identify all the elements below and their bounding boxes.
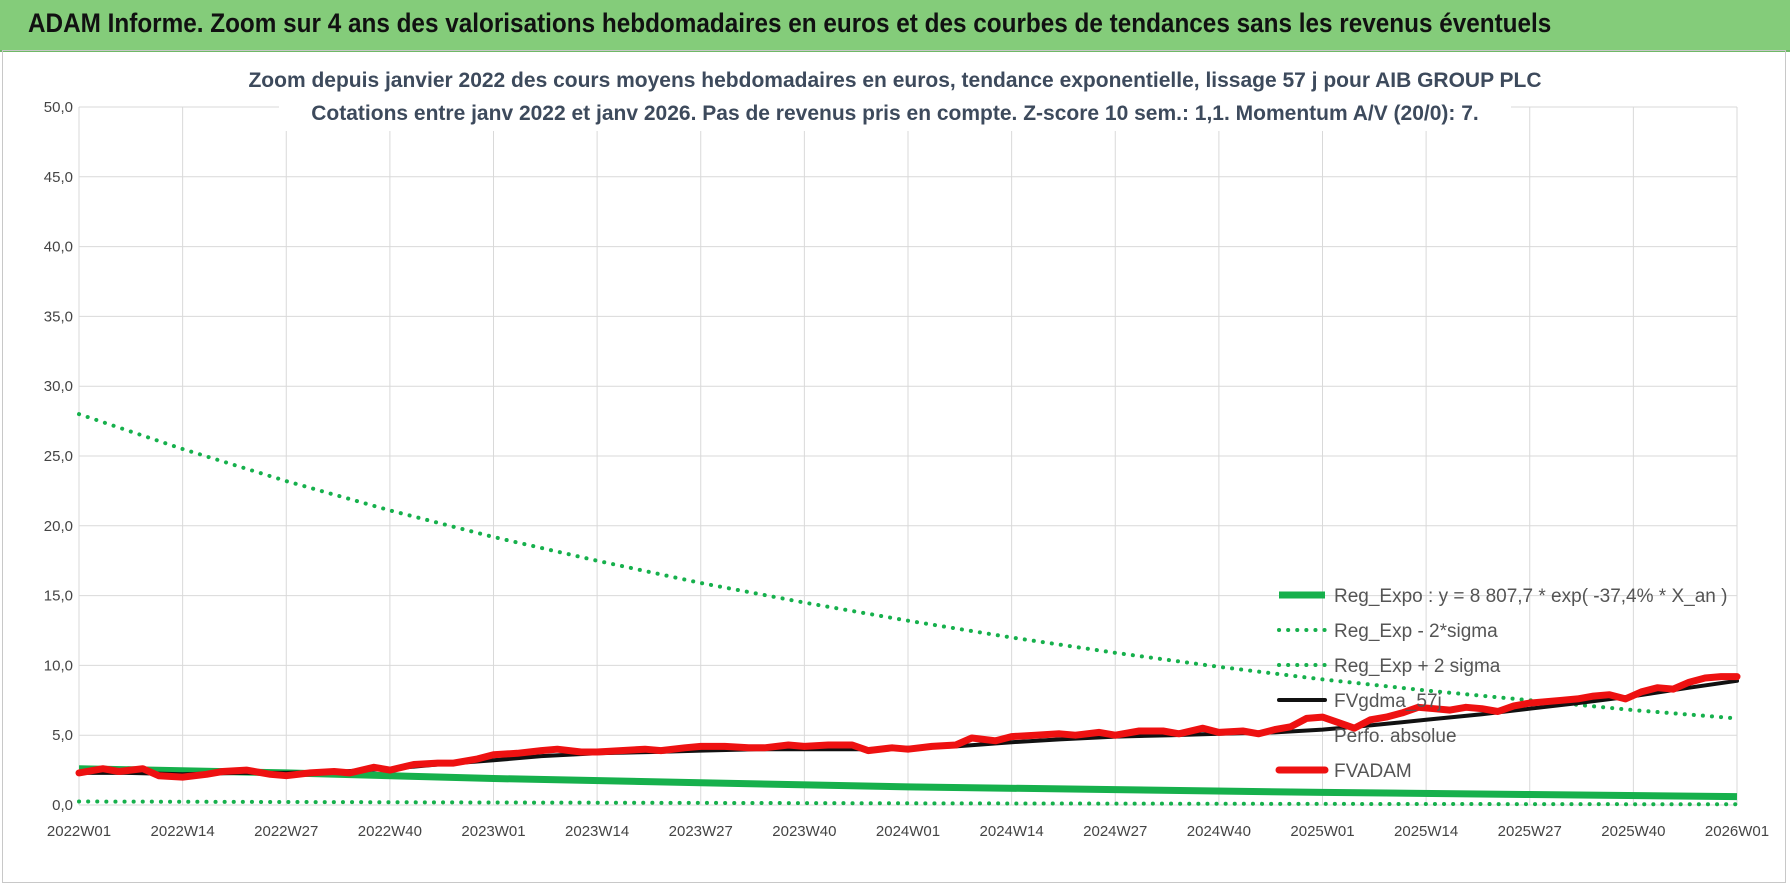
legend-label: Perfo. absolue (1334, 726, 1457, 747)
series-line (77, 799, 1739, 807)
series-line (77, 412, 1739, 721)
x-tick-label: 2024W27 (1083, 823, 1147, 840)
x-tick-label: 2022W27 (254, 823, 318, 840)
series-line (75, 673, 1741, 781)
chart-title-line: Cotations entre janv 2022 et janv 2026. … (311, 102, 1479, 125)
legend-label: Reg_Exp + 2 sigma (1334, 656, 1501, 677)
chart-title-line: Zoom depuis janvier 2022 des cours moyen… (248, 69, 1541, 92)
x-tick-label: 2022W40 (358, 823, 422, 840)
y-tick-label: 40,0 (44, 239, 73, 256)
x-tick-label: 2023W40 (772, 823, 836, 840)
legend-label: FVgdma_57j (1334, 691, 1442, 712)
x-tick-label: 2023W27 (669, 823, 733, 840)
x-tick-label: 2022W01 (47, 823, 111, 840)
x-tick-label: 2023W01 (461, 823, 525, 840)
x-tick-label: 2024W14 (980, 823, 1044, 840)
y-tick-label: 35,0 (44, 308, 73, 325)
report-title: ADAM Informe. Zoom sur 4 ans des valoris… (28, 8, 1552, 38)
x-tick-label: 2025W01 (1290, 823, 1354, 840)
x-tick-label: 2025W27 (1498, 823, 1562, 840)
x-tick-label: 2026W01 (1705, 823, 1769, 840)
y-tick-label: 30,0 (44, 378, 73, 395)
y-tick-label: 5,0 (52, 727, 73, 744)
report-banner: ADAM Informe. Zoom sur 4 ans des valoris… (0, 0, 1790, 52)
x-tick-label: 2022W14 (151, 823, 215, 840)
line-chart: 0,0 5,0 10,0 15,0 20,0 25,0 30,0 35,0 40,0 45,0 50… (44, 61, 1769, 840)
legend-label: Reg_Expo : y = 8 807,7 * exp( -37,4% * X… (1334, 586, 1727, 607)
y-tick-label: 10,0 (44, 657, 73, 674)
x-tick-label: 2024W01 (876, 823, 940, 840)
legend-label: FVADAM (1334, 761, 1412, 782)
y-tick-label: 45,0 (44, 169, 73, 186)
x-tick-label: 2023W14 (565, 823, 629, 840)
y-tick-label: 25,0 (44, 448, 73, 465)
legend-label: Reg_Exp - 2*sigma (1334, 621, 1498, 642)
y-tick-label: 0,0 (52, 797, 73, 814)
x-tick-label: 2025W14 (1394, 823, 1458, 840)
y-tick-label: 15,0 (44, 588, 73, 605)
x-tick-label: 2025W40 (1601, 823, 1665, 840)
x-tick-label: 2024W40 (1187, 823, 1251, 840)
chart-title-box (279, 61, 1511, 131)
y-tick-label: 20,0 (44, 518, 73, 535)
y-tick-label: 50,0 (44, 99, 73, 116)
chart-frame: 0,0 5,0 10,0 15,0 20,0 25,0 30,0 35,0 40,0 45,0 50… (2, 50, 1786, 883)
